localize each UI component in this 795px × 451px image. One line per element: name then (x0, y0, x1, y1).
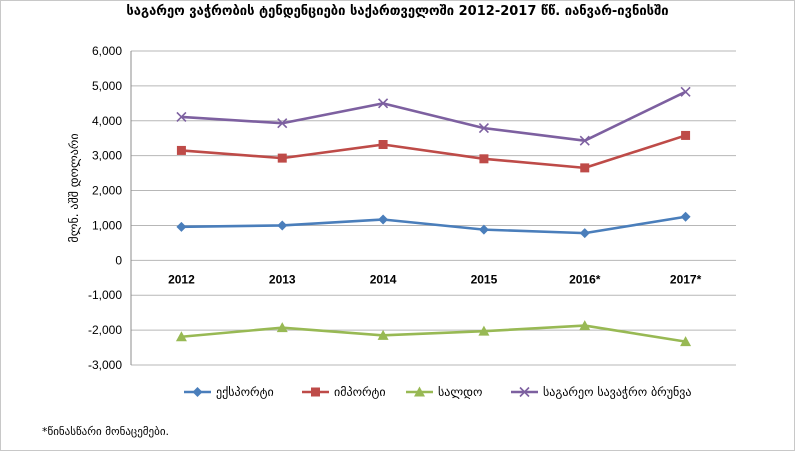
series-line (181, 215, 686, 235)
data-point (378, 140, 388, 150)
data-point (479, 154, 489, 164)
legend-label: საგარეო სავაჭრო ბრუნვა (543, 385, 692, 399)
data-point (377, 329, 389, 340)
data-point (277, 153, 287, 163)
data-point (414, 386, 425, 397)
data-point (681, 130, 691, 140)
data-point (276, 322, 288, 333)
series-1 (176, 211, 691, 239)
y-tick-label: 6,000 (92, 44, 122, 58)
y-tick-label: -2,000 (88, 323, 122, 337)
y-tick-label: 5,000 (92, 79, 122, 93)
data-point (579, 228, 590, 239)
x-tick-label: 2015 (471, 272, 498, 286)
legend-item: სალდო (406, 385, 482, 399)
data-point (680, 336, 692, 347)
data-point (192, 387, 203, 397)
data-point (277, 118, 288, 129)
series-2 (176, 130, 691, 173)
data-point (579, 135, 590, 146)
data-point (580, 163, 590, 173)
data-point (175, 331, 187, 342)
data-point (378, 98, 389, 109)
legend-label: იმპორტი (334, 385, 386, 399)
y-tick-label: -3,000 (88, 358, 122, 372)
legend-item: იმპორტი (302, 385, 386, 399)
data-point (478, 123, 489, 134)
data-point (378, 214, 389, 225)
y-tick-label: -1,000 (88, 288, 122, 302)
data-point (579, 320, 591, 331)
series-line (181, 324, 686, 343)
series-line (181, 90, 687, 142)
x-tick-label: 2013 (269, 272, 296, 286)
y-axis-ticks: 6,000 5,000 4,000 3,000 2,000 1,000 0 -1,000 -2,… (88, 44, 122, 372)
series-layer (175, 86, 692, 347)
x-tick-label: 2016* (569, 272, 601, 286)
legend-label: ექსპორტი (216, 385, 274, 399)
x-axis-ticks: 2012 2013 2014 2015 2016* 2017* (168, 272, 702, 286)
series-3 (175, 320, 692, 347)
legend-label: სალდო (438, 385, 482, 399)
data-point (311, 387, 320, 397)
legend-item: საგარეო სავაჭრო ბრუნვა (511, 385, 692, 399)
legend: ექსპორტი იმპორტი სალდო საგარეო სავაჭრო ბრუნ… (184, 385, 692, 399)
y-tick-label: 4,000 (92, 114, 122, 128)
y-tick-label: 1,000 (92, 218, 122, 232)
series-4 (176, 86, 691, 146)
series-line (181, 134, 686, 170)
chart-title: საგარეო ვაჭრობის ტენდენციები საქართველოშ… (126, 4, 669, 19)
x-tick-label: 2017* (670, 272, 702, 286)
y-axis-label: მლნ. აშშ დოლარი (67, 133, 81, 242)
gridlines (130, 50, 736, 366)
data-point (176, 221, 187, 232)
x-tick-label: 2014 (370, 272, 397, 286)
data-point (478, 325, 490, 336)
y-tick-label: 3,000 (92, 149, 122, 163)
data-point (478, 224, 489, 235)
data-point (176, 145, 186, 155)
data-point (176, 111, 187, 123)
y-tick-label: 2,000 (92, 184, 122, 198)
data-point (680, 211, 691, 222)
data-point (277, 220, 288, 231)
legend-item: ექსპორტი (184, 385, 274, 399)
footnote: *წინასწარი მონაცემები. (42, 425, 170, 438)
y-tick-label: 0 (115, 253, 122, 267)
data-point (680, 86, 691, 97)
data-point (519, 386, 530, 398)
x-tick-label: 2012 (168, 272, 195, 286)
